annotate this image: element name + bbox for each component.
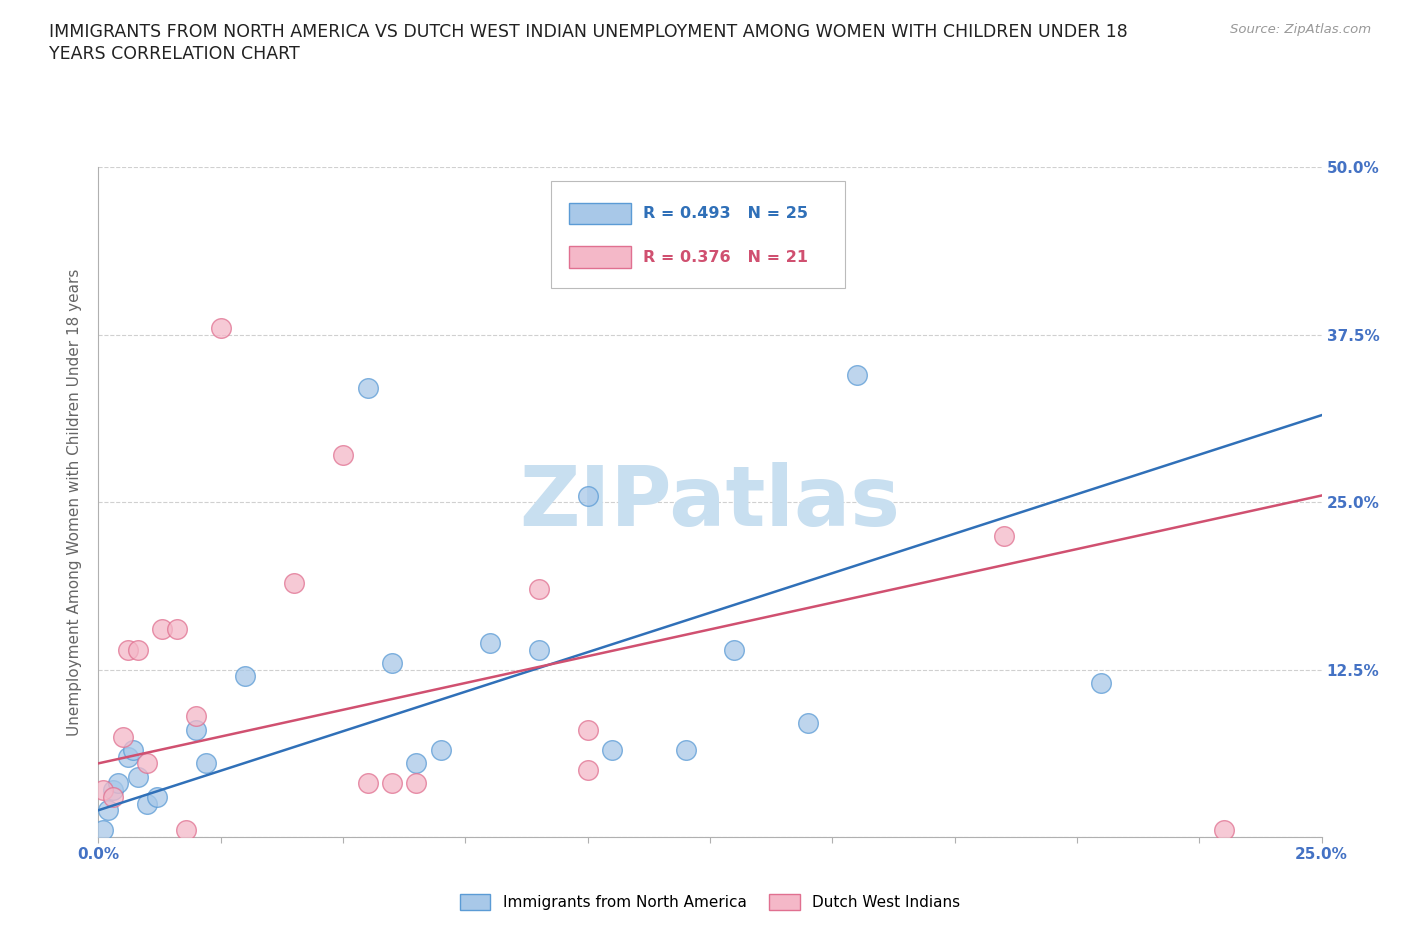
Legend: Immigrants from North America, Dutch West Indians: Immigrants from North America, Dutch Wes…	[454, 888, 966, 916]
Point	[993, 528, 1015, 543]
Point	[136, 756, 159, 771]
Point	[136, 796, 159, 811]
Point	[576, 723, 599, 737]
Point	[195, 756, 218, 771]
Point	[107, 776, 129, 790]
Point	[209, 321, 232, 336]
Point	[166, 622, 188, 637]
Text: ZIPatlas: ZIPatlas	[520, 461, 900, 543]
Point	[186, 723, 208, 737]
Point	[356, 776, 378, 790]
FancyBboxPatch shape	[551, 180, 845, 288]
Point	[111, 729, 134, 744]
Point	[430, 742, 453, 757]
FancyBboxPatch shape	[569, 203, 630, 224]
Point	[405, 776, 427, 790]
Point	[675, 742, 697, 757]
Point	[478, 635, 501, 650]
Point	[233, 669, 256, 684]
Point	[332, 448, 354, 463]
Point	[117, 642, 139, 657]
Point	[117, 750, 139, 764]
Point	[576, 488, 599, 503]
Point	[381, 656, 404, 671]
Point	[176, 823, 198, 838]
Point	[91, 823, 114, 838]
Point	[283, 575, 305, 590]
Point	[121, 742, 143, 757]
Point	[381, 776, 404, 790]
Point	[150, 622, 173, 637]
Point	[127, 769, 149, 784]
Point	[101, 783, 124, 798]
Point	[356, 381, 378, 396]
Point	[600, 742, 623, 757]
Point	[91, 783, 114, 798]
Y-axis label: Unemployment Among Women with Children Under 18 years: Unemployment Among Women with Children U…	[67, 269, 83, 736]
Point	[186, 709, 208, 724]
Point	[1212, 823, 1234, 838]
Text: Source: ZipAtlas.com: Source: ZipAtlas.com	[1230, 23, 1371, 36]
Text: YEARS CORRELATION CHART: YEARS CORRELATION CHART	[49, 45, 299, 62]
Text: R = 0.493   N = 25: R = 0.493 N = 25	[643, 206, 808, 221]
Point	[1090, 675, 1112, 690]
Point	[146, 790, 169, 804]
Text: IMMIGRANTS FROM NORTH AMERICA VS DUTCH WEST INDIAN UNEMPLOYMENT AMONG WOMEN WITH: IMMIGRANTS FROM NORTH AMERICA VS DUTCH W…	[49, 23, 1128, 41]
Point	[101, 790, 124, 804]
Point	[527, 642, 550, 657]
Point	[127, 642, 149, 657]
Text: R = 0.376   N = 21: R = 0.376 N = 21	[643, 249, 808, 265]
Point	[723, 642, 745, 657]
FancyBboxPatch shape	[569, 246, 630, 268]
Point	[576, 763, 599, 777]
Point	[405, 756, 427, 771]
Point	[845, 367, 868, 382]
Point	[97, 803, 120, 817]
Point	[797, 716, 820, 731]
Point	[527, 582, 550, 597]
